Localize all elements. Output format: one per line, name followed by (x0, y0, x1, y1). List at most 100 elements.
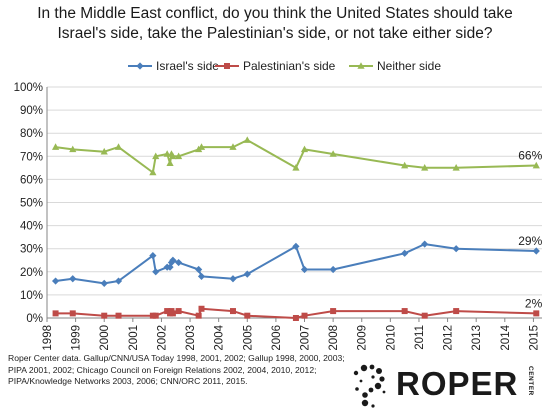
source-line-1: Roper Center data. Gallup/CNN/USA Today … (8, 353, 345, 363)
end-label: 66% (518, 149, 542, 163)
x-tick-label: 2012 (443, 325, 455, 350)
y-tick-label: 100% (14, 82, 43, 94)
legend-item: Palestinian's side (215, 59, 336, 73)
data-point (114, 277, 123, 285)
end-label: 2% (525, 296, 543, 310)
data-point (169, 310, 176, 317)
legend-item: Israel's side (128, 59, 219, 73)
y-tick-label: 70% (20, 151, 43, 163)
data-point (292, 315, 299, 321)
logo-wordmark: ROPER (396, 365, 519, 402)
legend-label: Israel's side (156, 59, 219, 73)
data-point (152, 268, 160, 276)
x-tick-label: 1999 (71, 325, 83, 350)
x-tick-label: 2009 (357, 325, 369, 350)
source-note: Roper Center data. Gallup/CNN/USA Today … (8, 353, 345, 388)
y-tick-label: 0% (26, 313, 43, 325)
y-tick-label: 40% (20, 221, 43, 233)
data-point (69, 310, 76, 317)
legend-marker (357, 62, 365, 69)
data-point (292, 242, 300, 250)
legend-label: Palestinian's side (243, 59, 336, 73)
data-point (532, 161, 540, 169)
source-line-3: PIPA/Knowledge Networks 2003, 2006; CNN/… (8, 376, 248, 387)
data-point (533, 310, 540, 317)
x-tick-label: 2010 (385, 325, 397, 350)
data-point (329, 265, 337, 274)
roper-center-logo: ROPER CENTER (344, 362, 544, 410)
data-point (100, 147, 108, 155)
data-point (229, 308, 236, 315)
data-point (329, 150, 337, 157)
series-palestinian-s-side (52, 305, 540, 321)
legend-label: Neither side (377, 59, 441, 73)
chart-title-line-2: Israel's side, take the Palestinian's si… (57, 25, 493, 42)
data-point (100, 279, 108, 287)
y-tick-label: 20% (20, 267, 43, 279)
data-point (197, 143, 206, 150)
data-point (152, 152, 160, 160)
data-point (197, 272, 206, 281)
x-tick-label: 2005 (242, 325, 254, 350)
data-point (452, 164, 460, 171)
data-point (401, 161, 409, 169)
data-point (51, 143, 60, 150)
x-tick-label: 2007 (300, 325, 312, 350)
x-tick-label: 2011 (414, 325, 426, 350)
data-point (51, 277, 60, 285)
legend-marker (224, 63, 230, 69)
roper-logo-mark-icon (353, 364, 386, 408)
data-point (169, 256, 177, 264)
end-label: 29% (518, 234, 542, 248)
series-neither-side (51, 136, 540, 176)
data-point (101, 312, 108, 319)
data-point (175, 258, 183, 267)
x-axis-tick-labels: 1998 1999 2000 2001 2002 2003 2004 2005 2006 2007… (42, 324, 540, 350)
data-point (301, 312, 308, 319)
data-point (195, 265, 203, 274)
y-axis-tick-labels: 0% 10% 20% 30% 40% 50% 60% 70% 80% 90% 100% (14, 82, 43, 325)
data-point (229, 275, 237, 283)
x-tick-label: 2000 (99, 325, 111, 350)
legend-item: Neither side (349, 59, 441, 73)
chart-title: In the Middle East conflict, do you thin… (0, 4, 550, 44)
series-line (55, 243, 537, 285)
y-tick-label: 80% (20, 128, 43, 140)
x-tick-label: 2006 (271, 325, 283, 350)
chart-legend: Israel's side Palestinian's side Neither s… (128, 59, 441, 73)
x-tick-label: 2008 (328, 325, 340, 350)
chart-title-line-1: In the Middle East conflict, do you thin… (37, 5, 513, 22)
x-tick-label: 2014 (500, 324, 512, 350)
data-point (175, 308, 182, 315)
source-line-2: PIPA 2001, 2002; Chicago Council on Fore… (8, 364, 317, 375)
data-point (300, 265, 309, 274)
data-point (532, 247, 540, 255)
data-point (166, 159, 174, 167)
x-tick-label: 2015 (528, 325, 540, 350)
data-point (244, 312, 251, 319)
data-point (52, 310, 59, 317)
data-point (229, 143, 237, 150)
data-point (452, 245, 460, 253)
series-israel-s-side (51, 240, 540, 287)
data-point (115, 312, 122, 319)
data-point (300, 145, 309, 153)
data-point (149, 252, 157, 260)
chart-gridlines (47, 86, 542, 296)
data-point (195, 312, 202, 319)
data-point (401, 308, 408, 315)
data-point (243, 270, 251, 278)
logo-subtitle: CENTER (527, 366, 534, 396)
data-point (69, 145, 77, 153)
series-line (55, 307, 537, 319)
data-point (421, 240, 429, 248)
data-point (330, 308, 337, 315)
data-point (421, 164, 429, 171)
y-tick-label: 60% (20, 174, 43, 186)
x-tick-label: 1998 (42, 325, 54, 350)
x-tick-label: 2002 (156, 325, 168, 350)
x-tick-label: 2003 (185, 325, 197, 350)
chart-axes (46, 87, 542, 322)
series-end-labels: 29% 2% 66% (518, 149, 542, 311)
data-point (152, 312, 159, 319)
